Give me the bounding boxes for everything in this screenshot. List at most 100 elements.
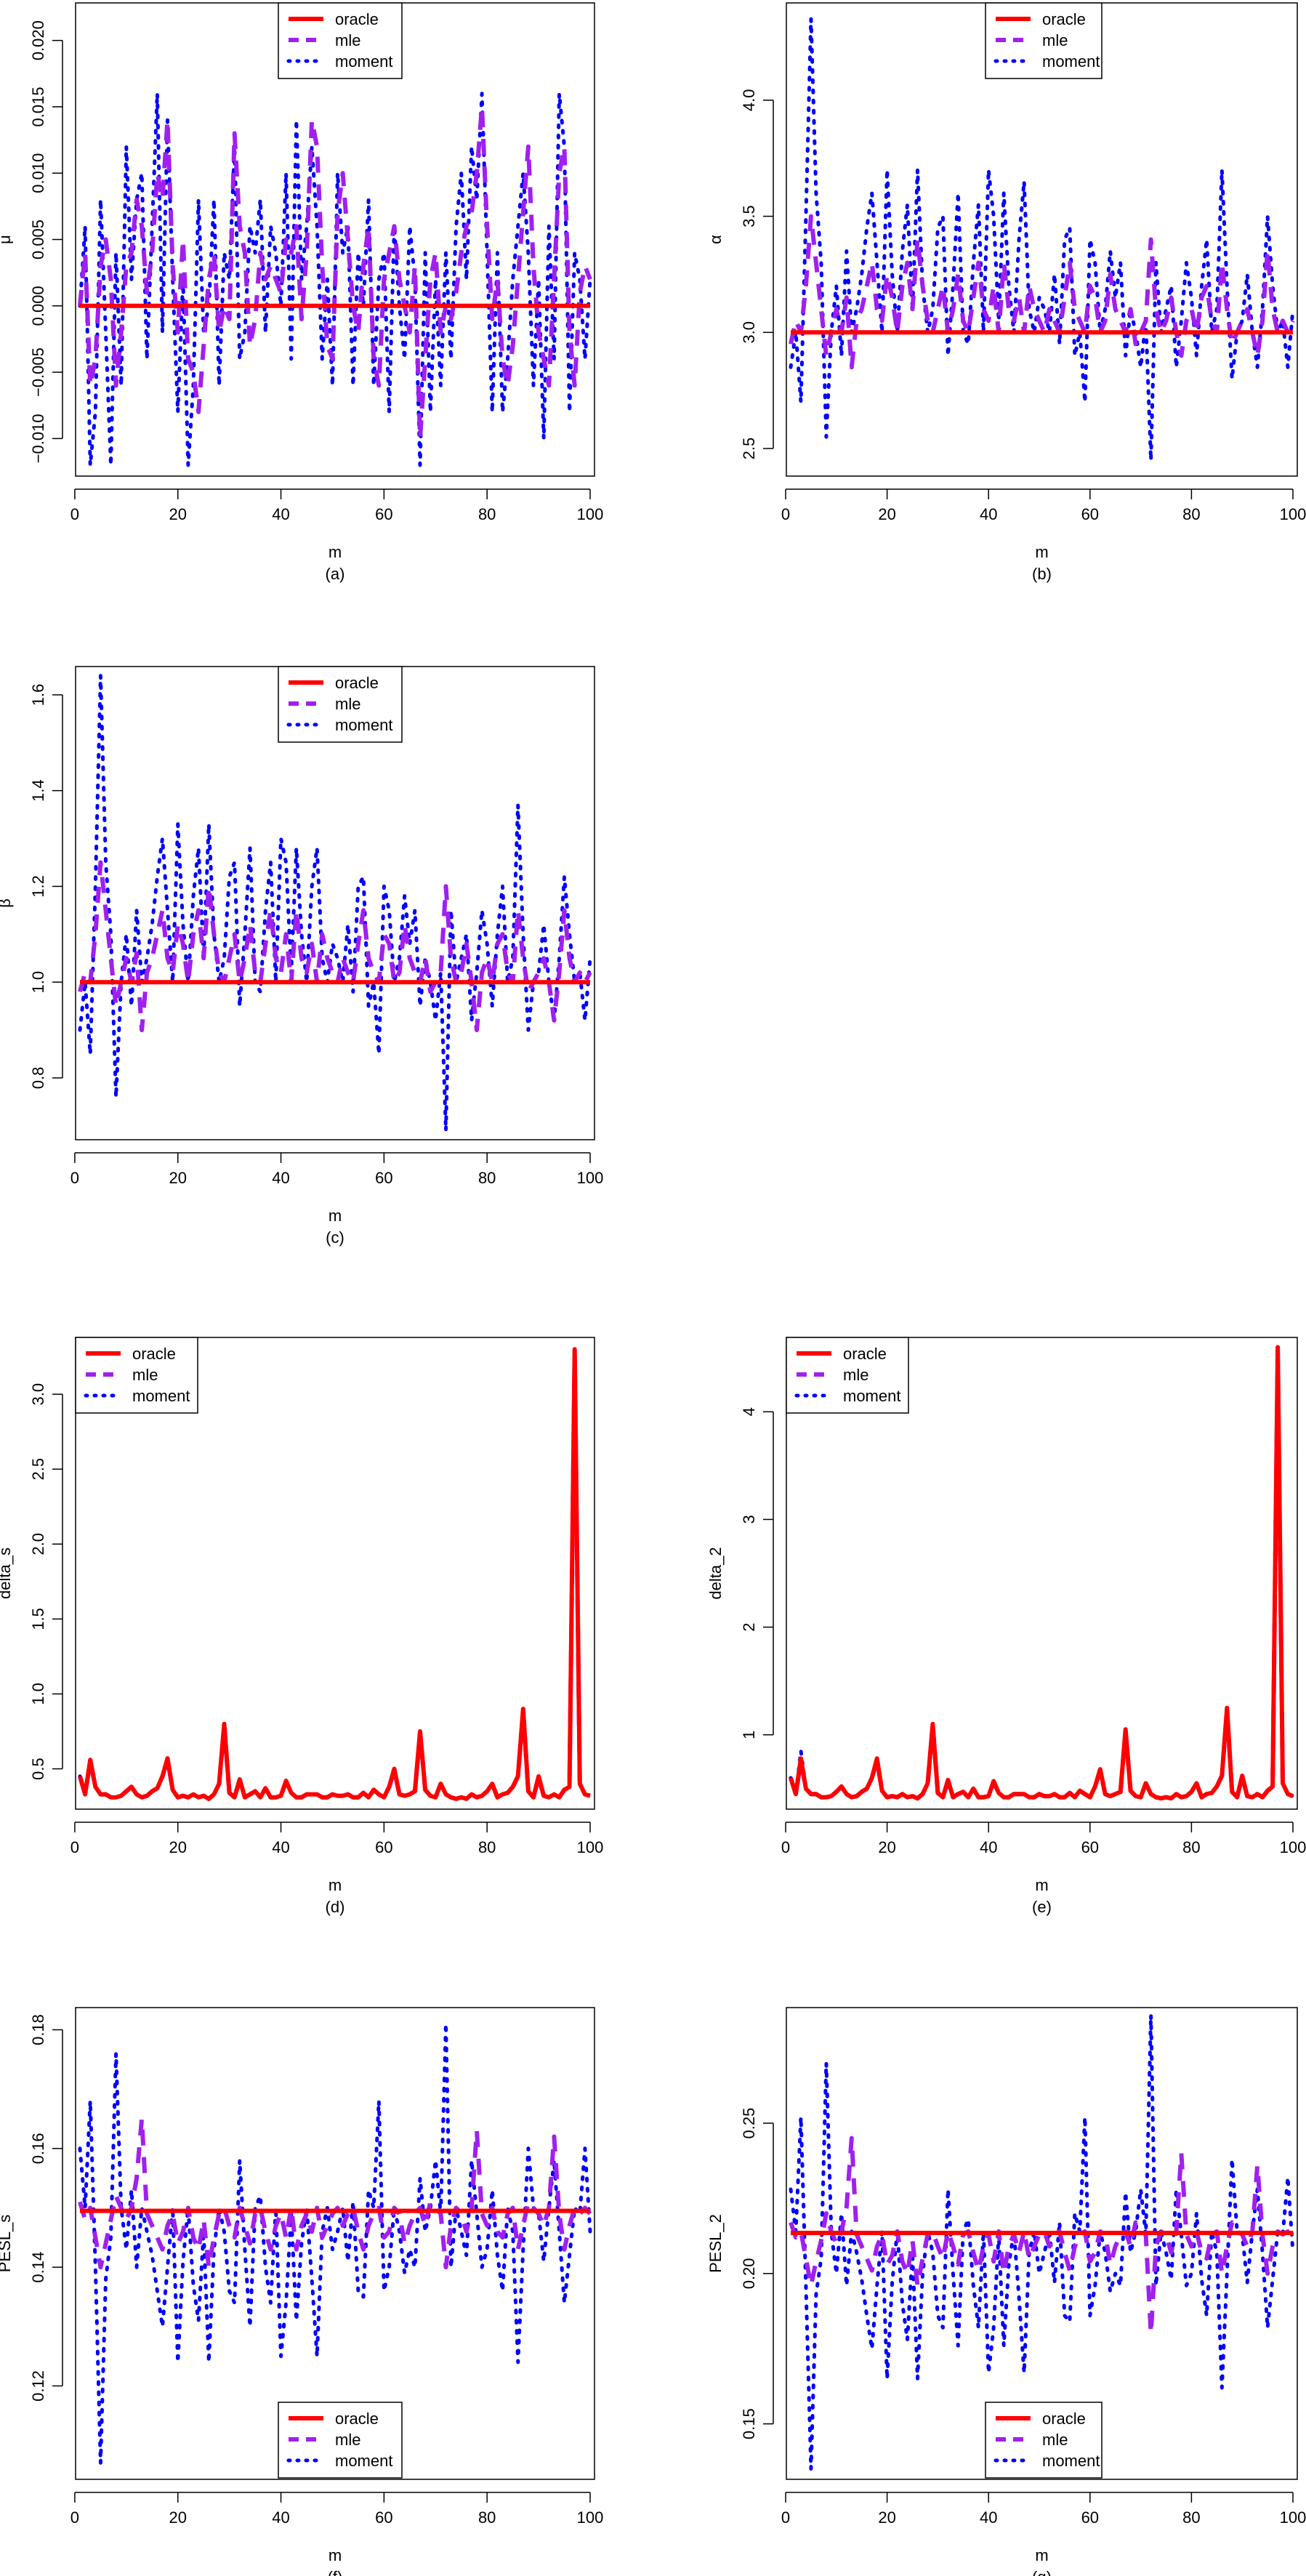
- y-tick-label: 4: [740, 1407, 758, 1416]
- legend-box: [278, 2402, 403, 2479]
- x-tick-label: 20: [878, 1838, 895, 1856]
- x-tick-label: 0: [70, 505, 79, 523]
- mle-series-line: [78, 860, 592, 1033]
- y-tick-label: 2: [740, 1622, 758, 1631]
- mle-legend-label: mle: [132, 1366, 158, 1384]
- panel-label: (g): [1032, 2568, 1052, 2576]
- y-tick-label: 0.12: [29, 2370, 47, 2402]
- y-tick-label: 1.6: [29, 684, 47, 707]
- legend: oracle mle moment: [786, 1337, 909, 1414]
- moment-legend-label: moment: [843, 1387, 900, 1405]
- mle-legend-label: mle: [335, 2431, 360, 2449]
- y-tick-label: 1.2: [29, 875, 47, 898]
- moment-series-line: [78, 2021, 592, 2466]
- y-tick-label: −0.005: [29, 347, 47, 397]
- legend: oracle mle moment: [985, 2, 1103, 79]
- panel-label: (d): [326, 1898, 345, 1916]
- y-axis-label: PESL_s: [0, 2215, 14, 2273]
- oracle-legend-label: oracle: [335, 10, 379, 28]
- y-tick-label: 0.20: [740, 2258, 758, 2289]
- x-axis-label: m: [1035, 1876, 1048, 1894]
- x-tick-label: 20: [878, 505, 895, 523]
- x-tick-label: 80: [1182, 505, 1200, 523]
- plot-frame: [786, 2007, 1298, 2480]
- y-tick-label: 0.000: [29, 286, 47, 326]
- x-tick-label: 80: [478, 1169, 496, 1187]
- panel-d: 0 20 40 60 80 100 0.5 1.0 1.5 2.0 2.5 3.0 m (d) delta_…: [0, 1337, 603, 1916]
- x-tick-label: 80: [478, 1838, 496, 1856]
- oracle-series-line: [78, 1347, 591, 1801]
- y-tick-label: 2.5: [29, 1458, 47, 1481]
- y-tick-label: 0.16: [29, 2133, 47, 2164]
- x-tick-label: 100: [577, 1838, 604, 1856]
- x-tick-label: 100: [1280, 2508, 1306, 2527]
- mle-series-line: [789, 1356, 1294, 1801]
- plot-frame: [786, 1337, 1298, 1810]
- x-tick-label: 0: [781, 1838, 790, 1856]
- mle-series-line: [789, 2136, 1294, 2336]
- y-tick-label: −0.010: [29, 414, 47, 463]
- x-tick-label: 60: [375, 1838, 392, 1856]
- moment-legend-label: moment: [335, 2452, 392, 2470]
- legend-box: [278, 666, 403, 743]
- y-tick-label: 4.0: [740, 89, 758, 112]
- y-tick-label: 3: [740, 1515, 758, 1524]
- x-tick-label: 0: [70, 1838, 79, 1856]
- y-tick-label: 0.15: [740, 2408, 758, 2439]
- plot-area: [78, 92, 592, 467]
- x-tick-label: 100: [577, 505, 604, 523]
- panel-e: 0 20 40 60 80 100 1 2 3 4 m (e) delta_2 oracle mle mome…: [706, 1337, 1306, 1916]
- mle-series-line: [78, 1354, 591, 1801]
- panel-label: (c): [326, 1228, 344, 1247]
- moment-legend-label: moment: [1042, 52, 1100, 71]
- moment-series-line: [789, 17, 1295, 462]
- panel-label: (b): [1032, 565, 1052, 583]
- x-tick-label: 20: [169, 1838, 186, 1856]
- x-tick-label: 20: [169, 1169, 186, 1187]
- x-axis-label: m: [328, 2546, 342, 2564]
- panel-a: 0 20 40 60 80 100 −0.010 −0.005 0.000 0.005 0.010 0…: [0, 2, 604, 583]
- y-axis-label: μ: [0, 235, 14, 244]
- legend-box: [278, 2, 403, 79]
- x-tick-label: 20: [169, 505, 186, 523]
- x-tick-label: 0: [70, 1169, 79, 1187]
- moment-legend-label: moment: [132, 1387, 190, 1405]
- moment-series-line: [78, 674, 592, 1132]
- y-tick-label: 1.0: [29, 971, 47, 994]
- x-tick-label: 60: [1081, 1838, 1099, 1856]
- y-tick-label: 1.5: [29, 1608, 47, 1630]
- x-tick-label: 40: [272, 2508, 289, 2527]
- mle-legend-label: mle: [1042, 31, 1068, 49]
- x-tick-label: 60: [375, 505, 392, 523]
- plot-area: [789, 17, 1295, 462]
- plot-frame: [75, 2007, 595, 2480]
- y-tick-label: 0.005: [29, 220, 47, 259]
- y-tick-label: 2.0: [29, 1533, 47, 1555]
- x-tick-label: 20: [169, 2508, 186, 2527]
- x-tick-label: 40: [272, 505, 289, 523]
- plot-area: [78, 674, 592, 1132]
- x-tick-label: 100: [1280, 505, 1306, 523]
- oracle-legend-label: oracle: [335, 2410, 379, 2428]
- mle-series-line: [78, 2117, 592, 2270]
- legend: oracle mle moment: [75, 1337, 198, 1414]
- y-tick-label: 0.020: [29, 20, 47, 60]
- y-axis-label: delta_s: [0, 1547, 14, 1599]
- x-tick-label: 60: [1081, 505, 1099, 523]
- moment-series-line: [78, 1355, 592, 1801]
- panel-label: (f): [328, 2568, 343, 2576]
- x-tick-label: 40: [980, 1838, 997, 1856]
- legend: oracle mle moment: [278, 2, 403, 79]
- legend: oracle mle moment: [278, 666, 403, 743]
- oracle-legend-label: oracle: [843, 1345, 887, 1363]
- mle-series-line: [78, 104, 592, 441]
- x-tick-label: 40: [272, 1169, 289, 1187]
- panel-c: 0 20 40 60 80 100 0.8 1.0 1.2 1.4 1.6 m (c) β oracle ml…: [0, 666, 603, 1247]
- y-tick-label: 0.8: [29, 1067, 47, 1090]
- mle-legend-label: mle: [335, 31, 360, 49]
- y-tick-label: 0.5: [29, 1758, 47, 1780]
- mle-legend-label: mle: [843, 1366, 868, 1384]
- y-tick-label: 1.4: [29, 779, 47, 802]
- oracle-legend-label: oracle: [1042, 10, 1086, 28]
- x-axis-label: m: [1035, 543, 1048, 561]
